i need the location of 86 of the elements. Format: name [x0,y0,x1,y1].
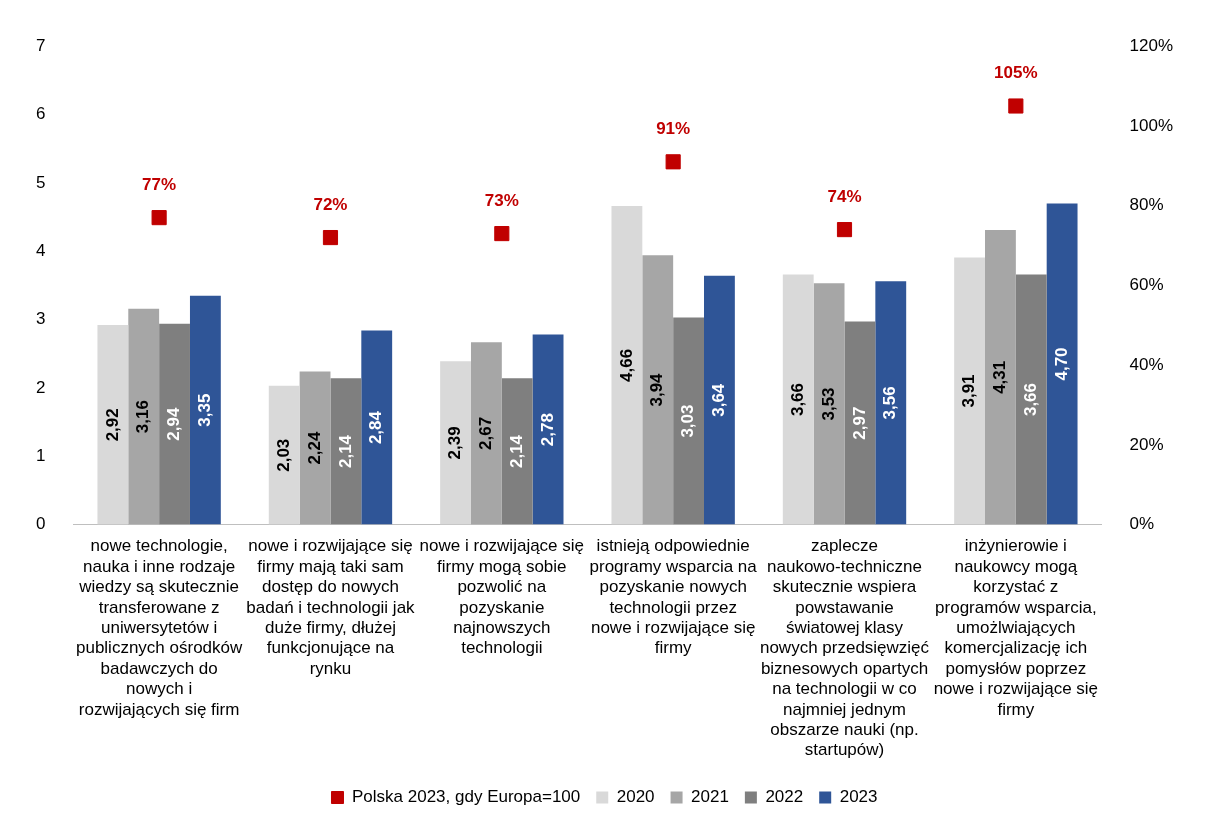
point [665,154,681,170]
data-label: 91% [656,119,691,138]
data-label: 74% [827,186,862,206]
data-label: 2,14 [506,434,526,469]
category-label: inżynierowie i naukowcy mogą korzystać z programów wsparcia, umożlwiających komercjalizację ich pomysłów poprzez nowe i rozwijające się firmy [933,536,1099,719]
bar [611,206,643,525]
bar [159,323,190,525]
legend-label: Polska 2023, gdy Europa=100 [351,787,581,807]
data-label: 3,64 [709,383,729,417]
point [494,226,510,242]
legend-label: 2020 [616,787,655,807]
legend-label: 2023 [839,787,878,807]
y-tick-label: 5 [35,172,46,192]
bar [128,308,160,525]
data-label: 3,56 [880,386,900,420]
y2-tick-label: 0% [1129,514,1155,534]
data-label: 2,67 [476,416,496,450]
data-label: 73% [484,190,519,210]
bar [470,342,502,525]
x-tick-label: nowe i rozwijające się firmy mają taki sam dostęp do nowych badań i technologii jak duże firmy, dłużej funkcjonujące na rynku [246,536,416,678]
y-tick-label: 2 [35,377,46,397]
point [1008,98,1024,114]
data-label: 2,14 [335,434,355,469]
data-label: 4,66 [616,348,636,382]
data-label: 4,70 [1051,347,1071,381]
data-label: 3,53 [818,387,838,421]
bar [673,317,704,525]
y-tick-label: 4 [35,240,46,260]
bar [954,257,986,525]
legend-label: 2022 [765,787,804,807]
data-label: 4,31 [990,360,1010,394]
bar [985,230,1016,525]
bar [361,330,393,525]
y-tick-label: 6 [35,104,46,124]
bar [299,371,331,525]
y2-tick-label: 20% [1129,434,1164,454]
bar [189,295,221,525]
data-label: 2,39 [445,426,465,460]
data-label: 2,84 [366,410,386,445]
bar [813,283,845,525]
bar [782,274,814,525]
y2-tick-label: 120% [1129,35,1173,55]
bar [1015,274,1047,525]
y2-tick-label: 60% [1129,275,1164,295]
bar [501,378,533,525]
data-label: 77% [142,174,177,194]
bar [1046,203,1078,525]
point [836,222,853,238]
legend-label: 2021 [691,787,729,807]
y2-tick-label: 80% [1129,195,1164,215]
y-tick-label: 3 [35,309,46,329]
data-label: 3,16 [133,400,153,434]
y2-tick-label: 40% [1129,354,1164,374]
bar [440,361,471,525]
data-label: 72% [313,194,348,214]
y2-tick-label: 100% [1129,115,1173,135]
point [151,210,167,226]
data-label: 2,78 [537,413,557,447]
data-label: 2,94 [164,407,184,441]
bar [330,378,362,525]
data-label: 3,91 [959,374,979,408]
bar [268,385,300,525]
y-tick-label: 0 [35,514,46,534]
data-label: 3,66 [1020,382,1040,417]
data-label: 105% [994,63,1038,83]
bar [875,281,907,525]
bar [532,334,564,525]
x-tick-label: istnieją odpowiednie programy wsparcia na pozyskanie nowych technologii przez nowe i rozwijające się firmy [589,536,758,658]
y-tick-label: 1 [35,445,46,465]
data-label: 3,66 [787,382,807,417]
data-label: 3,03 [678,404,698,438]
category-label: zaplecze naukowo-techniczne skutecznie wspiera powstawanie światowej klasy nowych przedsięwzięć biznesowych opartych na technologii w co najmniej jednym obszarze nauki (np. startupów) [759,536,930,760]
bar [844,321,876,525]
data-label: 2,03 [273,438,293,472]
bar [704,275,735,525]
data-label: 3,35 [195,393,215,427]
data-label: 2,92 [102,408,122,442]
point [322,229,339,246]
y-tick-label: 7 [35,35,46,55]
x-tick-label: nowe i rozwijające się firmy mogą sobie pozwolić na pozyskanie najnowszych technologii [419,536,585,658]
bar [642,255,674,525]
category-label: nowe technologie, nauka i inne rodzaje wiedzy są skutecznie transferowane z uniwersytetów i publicznych ośrodków badawczych do nowych i rozwijających się firm [75,536,243,719]
data-label: 2,24 [304,430,324,465]
data-label: 3,94 [647,372,667,407]
data-label: 2,97 [849,406,869,440]
bar [97,325,129,525]
